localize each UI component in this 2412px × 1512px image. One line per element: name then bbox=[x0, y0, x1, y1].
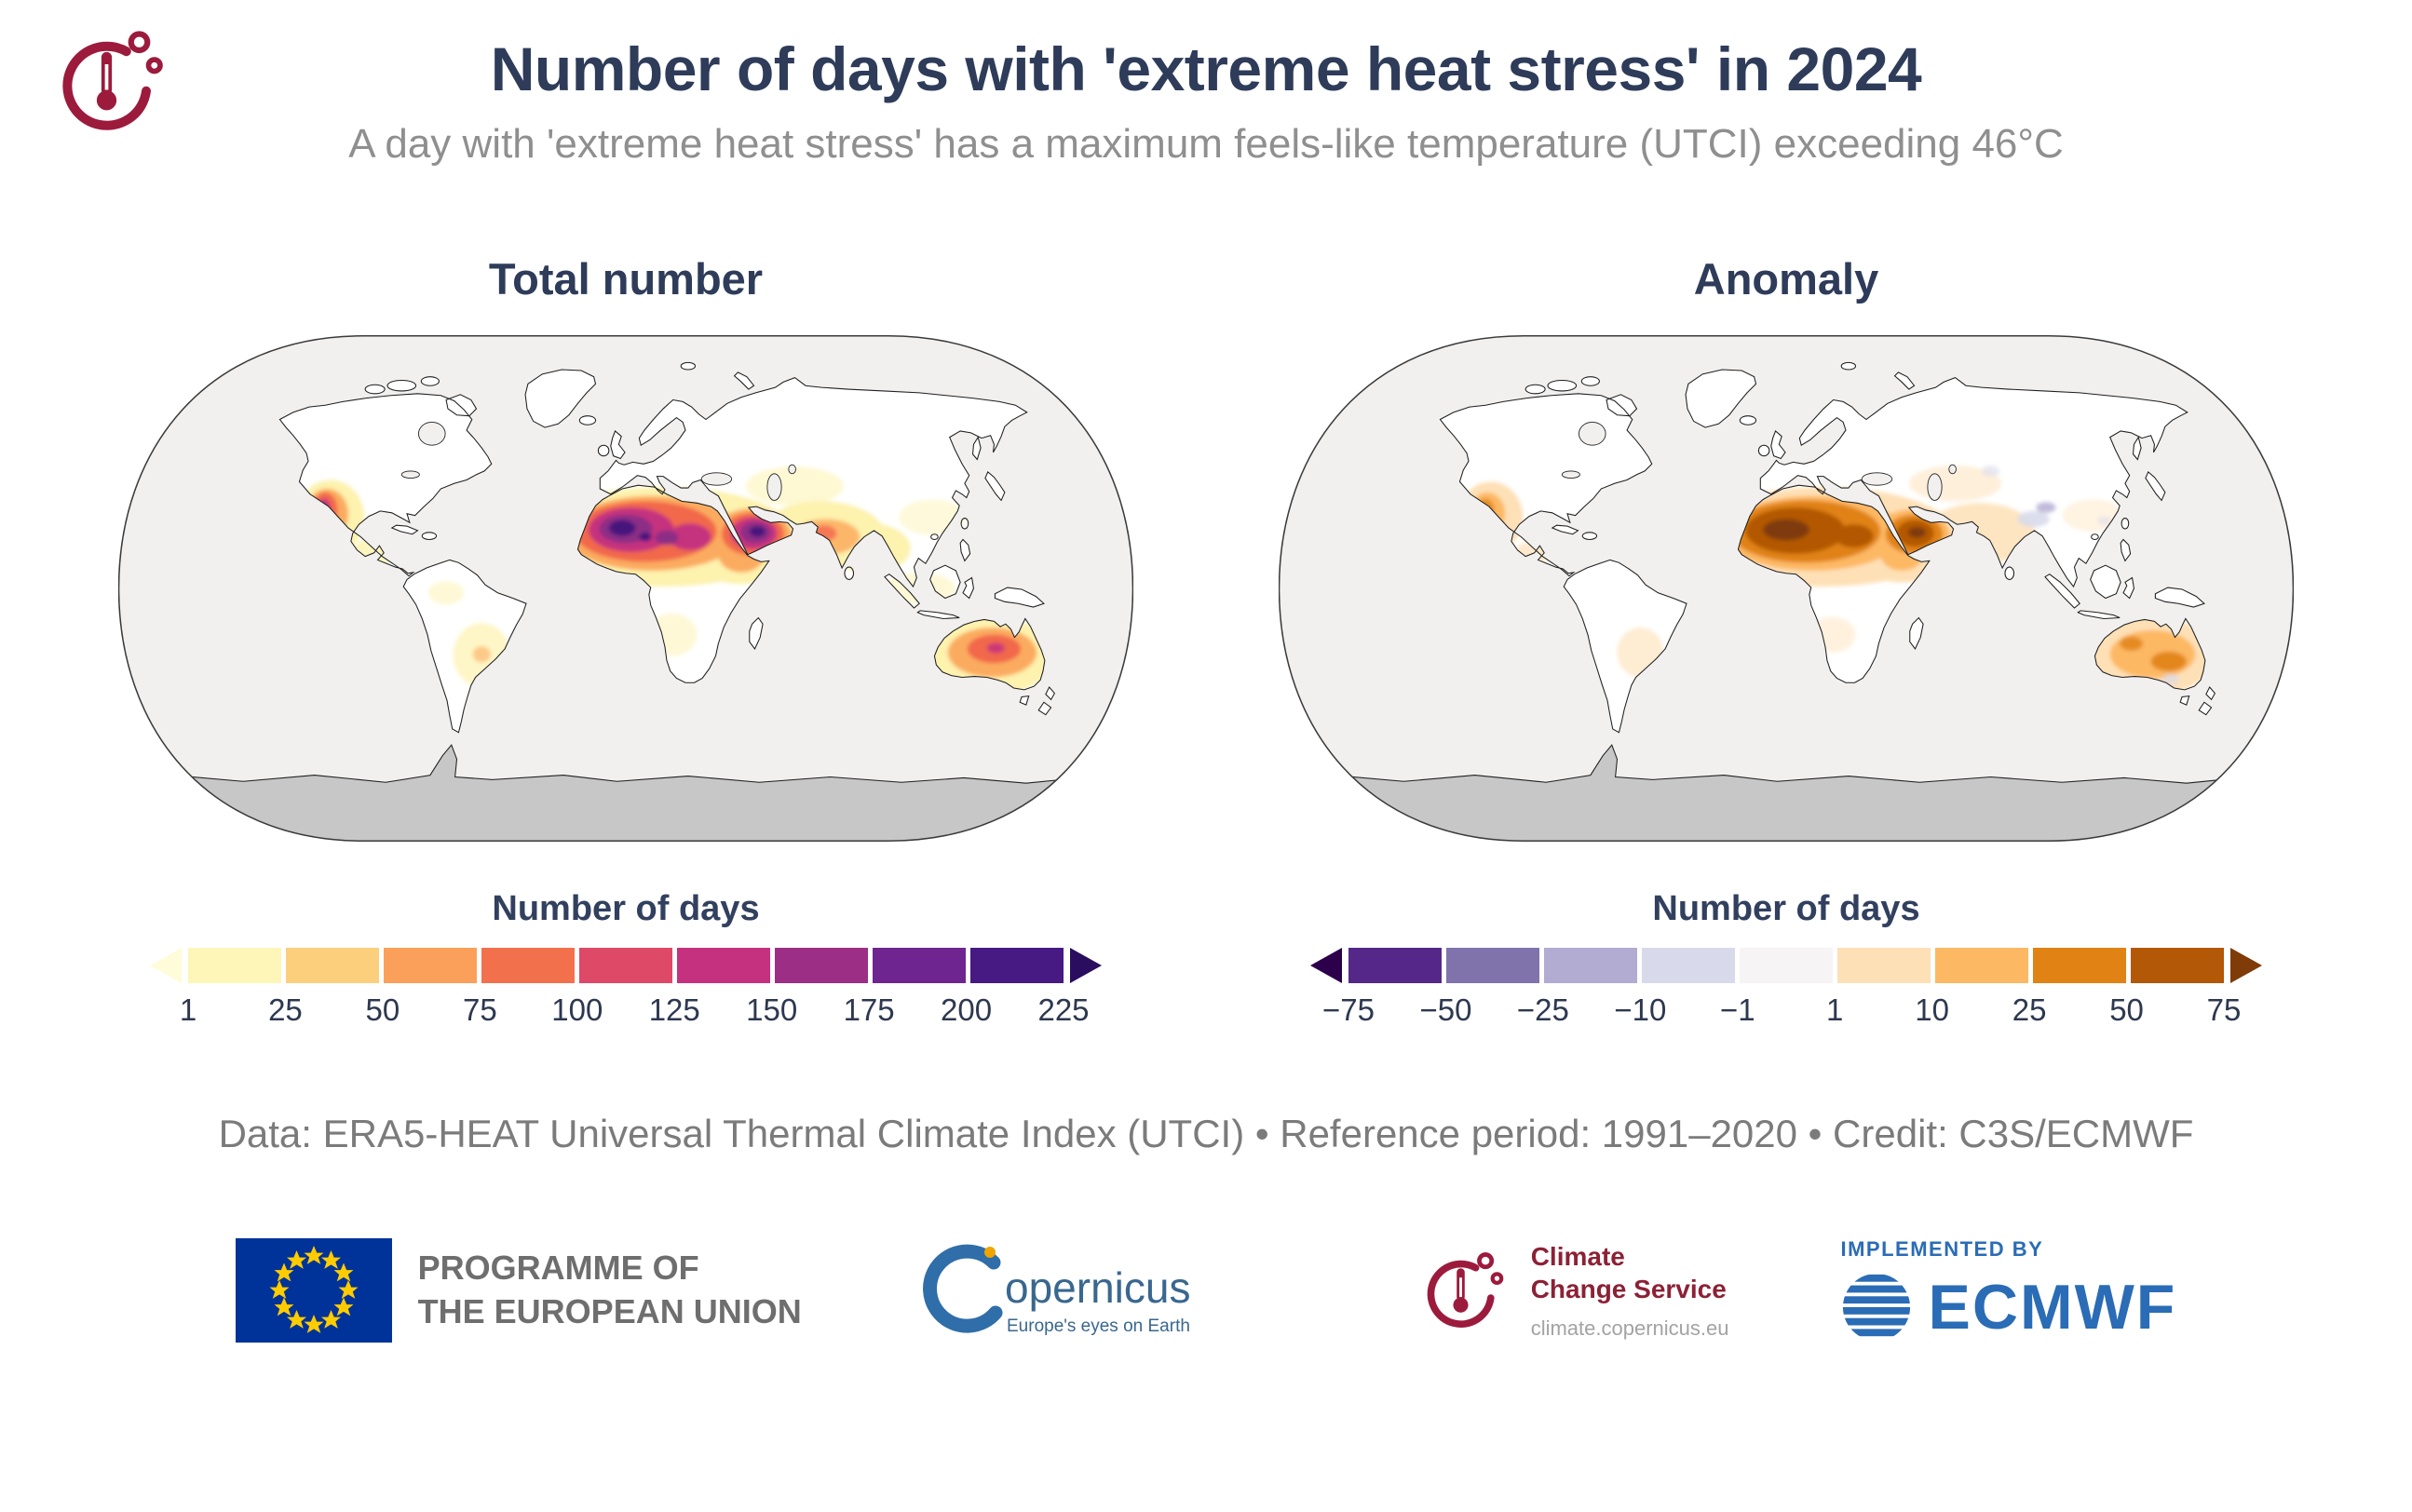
map-title-anomaly: Anomaly bbox=[1693, 254, 1879, 304]
colorbar-tick-label: −75 bbox=[1322, 992, 1375, 1027]
eu-programme-line2: THE EUROPEAN UNION bbox=[417, 1291, 802, 1330]
colorbar-tick-label: 10 bbox=[1915, 992, 1950, 1027]
eu-programme-text: PROGRAMME OF THE EUROPEAN UNION bbox=[418, 1247, 802, 1334]
colorbar-left-arrow bbox=[150, 948, 182, 983]
colorbar-segment bbox=[579, 948, 672, 983]
colorbar-tick-label: 100 bbox=[551, 992, 603, 1027]
colorbar-segment bbox=[2033, 948, 2126, 983]
map-title-total: Total number bbox=[488, 254, 764, 304]
colorbar-label-total: Number of days bbox=[492, 889, 760, 928]
data-credit-line: Data: ERA5-HEAT Universal Thermal Climat… bbox=[218, 1112, 2194, 1155]
copernicus-sun-icon bbox=[983, 1247, 996, 1258]
colorbar-total: 1 25 50 75 100 125 150 175 200 225 bbox=[150, 948, 1102, 1027]
colorbar-track bbox=[1348, 948, 2224, 983]
colorbar-segment bbox=[1837, 948, 1931, 983]
panel-total: Total number bbox=[90, 253, 1161, 1076]
world-map-total bbox=[118, 334, 1133, 843]
colorbar-ticks: 1 25 50 75 100 125 150 175 200 225 bbox=[180, 992, 1090, 1033]
copernicus-wordmark: opernicus bbox=[1005, 1263, 1190, 1312]
ecmwf-wordmark: ECMWF bbox=[1928, 1271, 2177, 1343]
logos-row: PROGRAMME OF THE EUROPEAN UNION opernicu… bbox=[0, 1236, 2412, 1343]
colorbar-tick-label: 75 bbox=[2206, 992, 2242, 1027]
colorbar-label-anomaly: Number of days bbox=[1652, 889, 1920, 928]
c3s-corner-logo bbox=[48, 22, 165, 143]
page-subtitle: A day with 'extreme heat stress' has a m… bbox=[348, 121, 2064, 167]
colorbar-segment bbox=[286, 948, 379, 983]
eu-flag-icon bbox=[235, 1237, 392, 1343]
colorbar-tick-label: 50 bbox=[365, 992, 400, 1027]
copernicus-logo: opernicus Europe's eyes on Earth bbox=[922, 1244, 1190, 1336]
world-map-anomaly bbox=[1279, 334, 2294, 843]
colorbar-tick-label: −25 bbox=[1516, 992, 1569, 1027]
colorbar-segment bbox=[970, 948, 1064, 983]
colorbar-right-arrow bbox=[2230, 948, 2262, 983]
ecmwf-block: IMPLEMENTED BY ECMWF bbox=[1840, 1237, 2176, 1343]
colorbar-tick-label: 175 bbox=[843, 992, 895, 1027]
colorbar-segment bbox=[1544, 948, 1637, 983]
c3s-name-line2: Change Service bbox=[1530, 1274, 1727, 1303]
colorbar-tick-label: 75 bbox=[462, 992, 497, 1027]
c3s-text: Climate Change Service climate.copernicu… bbox=[1531, 1240, 1729, 1341]
colorbar-segment bbox=[1348, 948, 1442, 983]
colorbar-segment bbox=[188, 948, 281, 983]
copernicus-tagline: Europe's eyes on Earth bbox=[1007, 1316, 1190, 1336]
colorbar-segment bbox=[481, 948, 575, 983]
colorbar-segment bbox=[873, 948, 966, 983]
c3s-url: climate.copernicus.eu bbox=[1530, 1316, 1729, 1340]
colorbar-tick-label: 150 bbox=[746, 992, 798, 1027]
colorbar-tick-label: −10 bbox=[1614, 992, 1667, 1027]
eu-programme-block: PROGRAMME OF THE EUROPEAN UNION bbox=[235, 1237, 802, 1343]
colorbar-segment bbox=[677, 948, 770, 983]
colorbar-ticks: −75 −50 −25 −10 −1 1 10 25 50 75 bbox=[1322, 992, 2241, 1033]
ecmwf-kicker: IMPLEMENTED BY bbox=[1840, 1236, 2044, 1261]
ecmwf-globe-icon bbox=[1843, 1274, 1911, 1336]
colorbar-track bbox=[188, 948, 1064, 983]
colorbar-anomaly: −75 −50 −25 −10 −1 1 10 25 50 75 bbox=[1310, 948, 2262, 1027]
colorbar-tick-label: 25 bbox=[2012, 992, 2047, 1027]
colorbar-segment bbox=[1446, 948, 1539, 983]
map-panels: Total number bbox=[0, 253, 2412, 1076]
header: Number of days with 'extreme heat stress… bbox=[0, 0, 2412, 168]
colorbar-segment bbox=[1740, 948, 1833, 983]
page-title: Number of days with 'extreme heat stress… bbox=[490, 34, 1922, 103]
colorbar-tick-label: −50 bbox=[1419, 992, 1472, 1027]
colorbar-tick-label: 25 bbox=[268, 992, 303, 1027]
panel-anomaly: Anomaly bbox=[1251, 253, 2322, 1076]
colorbar-segment bbox=[1935, 948, 2028, 983]
copernicus-block: opernicus Europe's eyes on Earth bbox=[914, 1236, 1305, 1343]
copernicus-c-swoosh-icon bbox=[922, 1244, 1003, 1333]
eu-programme-line1: PROGRAMME OF bbox=[417, 1248, 699, 1287]
colorbar-tick-label: 1 bbox=[1826, 992, 1844, 1027]
colorbar-tick-label: 200 bbox=[941, 992, 993, 1027]
cloud-thermometer-icon bbox=[1416, 1246, 1505, 1334]
colorbar-segment bbox=[2131, 948, 2224, 983]
c3s-block: Climate Change Service climate.copernicu… bbox=[1416, 1240, 1729, 1341]
colorbar-left-arrow bbox=[1310, 948, 1342, 983]
colorbar-tick-label: 1 bbox=[179, 992, 197, 1027]
cloud-thermometer-icon bbox=[48, 22, 165, 139]
c3s-name-line1: Climate bbox=[1530, 1241, 1625, 1271]
colorbar-segment bbox=[775, 948, 868, 983]
colorbar-tick-label: 50 bbox=[2109, 992, 2144, 1027]
colorbar-tick-label: −1 bbox=[1719, 992, 1755, 1027]
colorbar-right-arrow bbox=[1070, 948, 1102, 983]
colorbar-segment bbox=[1642, 948, 1735, 983]
colorbar-tick-label: 125 bbox=[648, 992, 700, 1027]
colorbar-segment bbox=[384, 948, 477, 983]
colorbar-tick-label: 225 bbox=[1037, 992, 1090, 1027]
